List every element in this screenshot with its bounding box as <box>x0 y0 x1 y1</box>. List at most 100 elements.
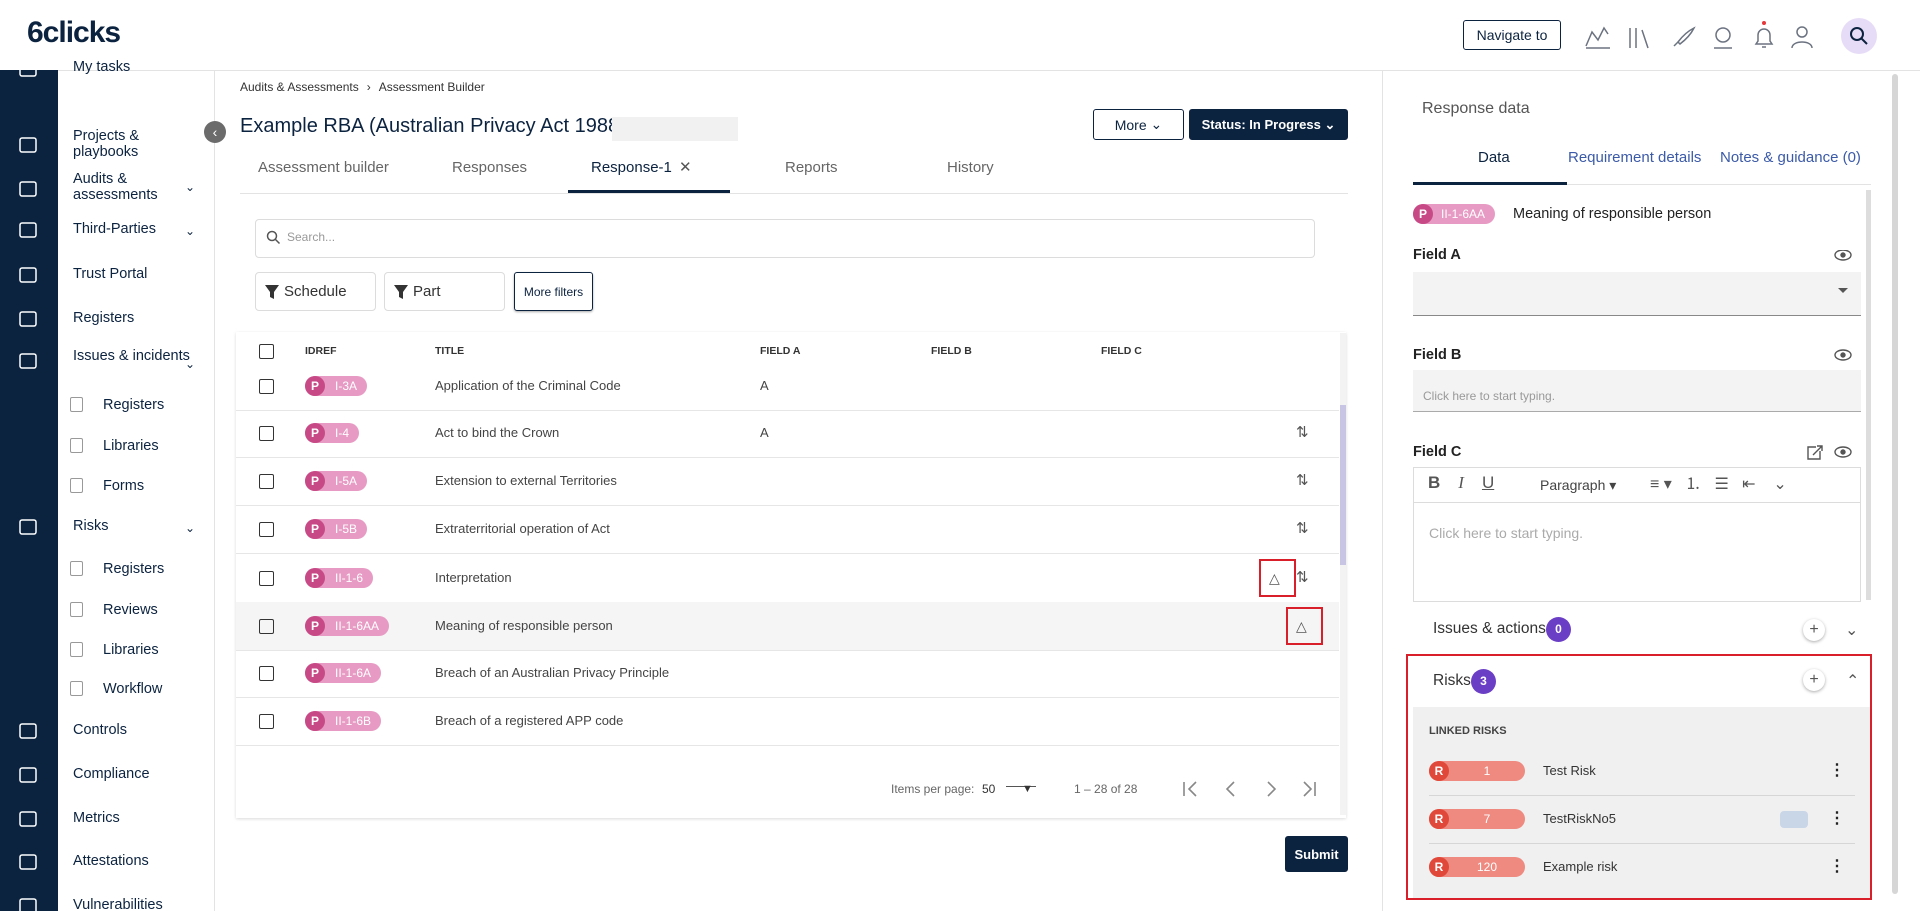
risk-name[interactable]: Example risk <box>1543 859 1618 874</box>
nav-subitem[interactable]: Libraries <box>103 438 159 454</box>
collapse-button[interactable]: ‹ <box>204 121 226 143</box>
id-badge[interactable]: P I-4 <box>305 423 360 443</box>
navigate-button[interactable]: Navigate to <box>1463 20 1561 50</box>
icon <box>394 285 408 299</box>
risk-badge[interactable]: R 120 <box>1429 857 1525 877</box>
section-label[interactable]: Issues & actions <box>1433 620 1546 637</box>
row-checkbox[interactable] <box>259 426 274 441</box>
nav-item[interactable]: Projects & playbooks <box>73 128 140 160</box>
nav-item[interactable]: Attestations <box>73 853 149 869</box>
risk-id: 7 <box>1483 812 1491 826</box>
count-badge: 3 <box>1471 669 1496 694</box>
toggle[interactable] <box>1780 811 1808 828</box>
nav-item[interactable]: Metrics <box>73 810 120 826</box>
nav-item[interactable]: Issues & incidents <box>73 348 190 364</box>
nav-item[interactable]: Audits & assessments <box>73 171 158 203</box>
panel-tab[interactable]: Requirement details <box>1568 149 1702 166</box>
row-checkbox[interactable] <box>259 379 274 394</box>
tab[interactable]: Assessment builder <box>258 159 389 176</box>
panel-tab[interactable]: Data <box>1478 149 1510 166</box>
alert-icon[interactable]: △ <box>1269 570 1280 586</box>
id-badge[interactable]: P I-5B <box>305 519 368 539</box>
header-checkbox[interactable] <box>259 344 274 359</box>
row-checkbox[interactable] <box>259 619 274 634</box>
risk-menu[interactable]: ⋮ <box>1829 762 1845 779</box>
nav-subitem[interactable]: Workflow <box>103 681 163 697</box>
add-risk[interactable]: + <box>1803 669 1825 691</box>
per-page[interactable]: 50 <box>982 782 996 796</box>
tab[interactable]: Response-1 <box>591 159 672 176</box>
logo[interactable]: 6clicks <box>27 16 121 49</box>
row-action[interactable]: ⇅ <box>1296 520 1309 537</box>
more-button[interactable]: More ⌄ <box>1093 109 1184 140</box>
nav-item[interactable]: Compliance <box>73 766 150 782</box>
nav-item[interactable]: Vulnerabilities <box>73 897 163 911</box>
row-action[interactable]: ⇅ <box>1296 569 1309 586</box>
crumb[interactable]: Audits & Assessments <box>240 80 359 94</box>
badge-type: P <box>305 376 325 396</box>
nav-chevron: ⌄ <box>185 521 196 535</box>
field-c-editor[interactable] <box>1413 467 1861 602</box>
section-label[interactable]: Risks <box>1433 672 1471 689</box>
status-button[interactable]: Status: In Progress ⌄ <box>1189 109 1348 140</box>
panel-tab[interactable]: Notes & guidance (0) <box>1720 149 1861 166</box>
nav-subitem[interactable]: Libraries <box>103 642 159 658</box>
pager-icons <box>1183 781 1316 797</box>
id-badge[interactable]: P II-1-6 <box>305 568 374 588</box>
row-action[interactable]: ⇅ <box>1296 424 1309 441</box>
placeholder-box <box>612 117 738 141</box>
search-box[interactable] <box>255 219 1315 258</box>
filter-button[interactable] <box>255 272 376 311</box>
nav-item[interactable]: Controls <box>73 722 127 738</box>
alert-icon[interactable]: △ <box>1296 618 1307 634</box>
filter-label: Schedule <box>284 283 347 300</box>
search-placeholder: Search... <box>287 230 336 244</box>
nav-subitem[interactable]: Registers <box>103 561 165 577</box>
nav-item[interactable]: My tasks <box>73 59 131 75</box>
nav-subitem[interactable]: Registers <box>103 397 165 413</box>
risk-menu[interactable]: ⋮ <box>1829 858 1845 875</box>
id-badge[interactable]: P II-1-6B <box>305 711 382 731</box>
row-checkbox[interactable] <box>259 571 274 586</box>
per-page-arrow[interactable]: ▼ <box>1022 783 1033 795</box>
add-issue[interactable]: + <box>1803 619 1825 641</box>
nav-item[interactable]: Third-Parties <box>73 221 156 237</box>
nav-item[interactable]: Registers <box>73 310 135 326</box>
row-checkbox[interactable] <box>259 522 274 537</box>
id-badge[interactable]: P II-1-6AA <box>305 616 390 636</box>
filter-button[interactable] <box>384 272 505 311</box>
tab[interactable]: History <box>947 159 994 176</box>
field-a-select[interactable] <box>1413 272 1861 316</box>
submit-button[interactable]: Submit <box>1285 836 1348 872</box>
risks-chevron[interactable]: ⌃ <box>1846 673 1860 690</box>
id-badge[interactable]: P II-1-6A <box>305 663 382 683</box>
nav-subitem[interactable]: Forms <box>103 478 145 494</box>
badge-type: P <box>305 711 325 731</box>
tab[interactable]: Responses <box>452 159 528 176</box>
nav-item[interactable]: Trust Portal <box>73 266 148 282</box>
nav-item[interactable]: Risks <box>73 518 109 534</box>
icon <box>19 767 37 783</box>
issues-chevron[interactable]: ⌄ <box>1845 622 1859 639</box>
risk-name[interactable]: TestRiskNo5 <box>1543 811 1616 826</box>
page-scroll <box>1892 74 1898 894</box>
row-checkbox[interactable] <box>259 714 274 729</box>
id-badge[interactable]: P I-3A <box>305 376 368 396</box>
id-badge[interactable]: P I-5A <box>305 471 368 491</box>
nav-subitem[interactable]: Reviews <box>103 602 158 618</box>
panel-tab-line <box>1413 184 1871 185</box>
field-b-input[interactable] <box>1413 370 1861 412</box>
risk-name[interactable]: Test Risk <box>1543 763 1596 778</box>
tab-close[interactable]: ✕ <box>679 159 692 176</box>
icon <box>19 70 37 77</box>
risk-menu[interactable]: ⋮ <box>1829 810 1845 827</box>
paragraph-select[interactable]: Paragraph ▾ <box>1540 477 1617 493</box>
crumb[interactable]: Assessment Builder <box>378 80 485 94</box>
row-checkbox[interactable] <box>259 666 274 681</box>
tab[interactable]: Reports <box>785 159 838 176</box>
more-filters[interactable]: More filters <box>514 272 593 311</box>
row-checkbox[interactable] <box>259 474 274 489</box>
row-action[interactable]: ⇅ <box>1296 472 1309 489</box>
